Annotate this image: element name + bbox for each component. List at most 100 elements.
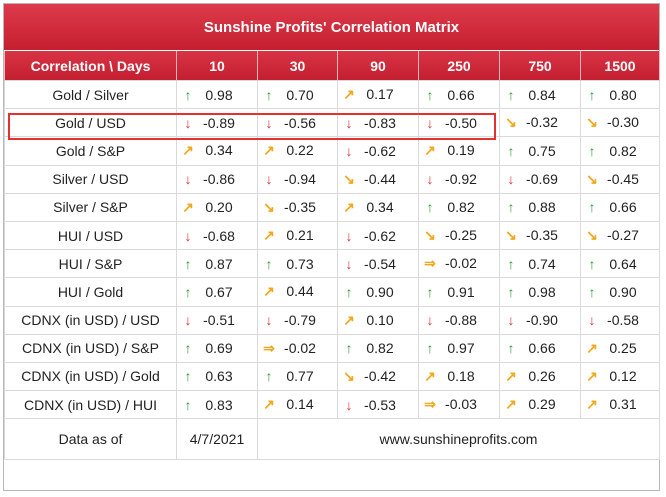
correlation-value: -0.32 [526,114,558,131]
correlation-value: -0.86 [203,171,235,188]
arrow-up-icon: ↑ [265,255,273,272]
correlation-value: 0.44 [286,283,314,300]
arrow-down-icon: ↓ [265,312,273,329]
correlation-value: -0.44 [364,170,396,187]
arrow-up-icon: ↑ [507,255,515,272]
arrow-up-right-icon: ↗ [586,396,598,413]
arrow-down-icon: ↓ [345,142,353,159]
arrow-down-icon: ↓ [426,114,434,131]
correlation-value: 0.70 [286,86,314,103]
correlation-value: -0.53 [364,396,396,413]
correlation-cell: ↓ -0.50 [418,108,500,138]
correlation-cell: ↑ 0.84 [499,79,581,110]
arrow-up-icon: ↑ [588,199,596,216]
correlation-cell: ↑ 0.87 [176,249,258,279]
arrow-up-icon: ↑ [265,86,273,103]
arrow-down-right-icon: ↘ [424,227,436,244]
correlation-value: -0.83 [364,114,396,131]
row-label: CDNX (in USD) / HUI [4,390,177,420]
correlation-value: 0.77 [286,368,314,385]
table-row: CDNX (in USD) / USD ↓ -0.51 ↓ -0.79 ↗ 0.10 ↓ -0.… [4,305,660,335]
correlation-cell: ↘ -0.35 [257,192,338,222]
correlation-value: -0.62 [364,142,396,159]
arrow-up-right-icon: ↗ [586,367,598,384]
correlation-value: 0.12 [609,367,637,384]
table-row: HUI / USD ↓ -0.68 ↗ 0.21 ↓ -0.62 ↘ -0.25 ↘ -0.35 ↘ -… [4,220,660,251]
correlation-cell: ↓ -0.56 [257,108,338,138]
correlation-cell: ↑ 0.75 [499,136,581,166]
correlation-cell: ↓ -0.89 [176,108,258,138]
arrow-up-right-icon: ↗ [505,367,517,384]
correlation-value: -0.42 [364,367,396,384]
correlation-cell: ↗ 0.29 [499,390,581,420]
correlation-cell: ↑ 0.90 [580,277,660,307]
arrow-up-icon: ↑ [184,255,192,272]
correlation-value: 0.82 [609,142,637,159]
correlation-cell: ↓ -0.79 [257,305,338,335]
correlation-value: -0.90 [526,312,558,329]
arrow-up-icon: ↑ [588,283,596,300]
correlation-cell: ↗ 0.34 [176,136,258,166]
correlation-value: -0.69 [526,171,558,188]
correlation-cell: ↘ -0.44 [337,164,419,194]
correlation-matrix: Sunshine Profits' Correlation Matrix Cor… [3,3,660,491]
arrow-up-icon: ↑ [184,368,192,385]
arrow-up-icon: ↑ [345,340,353,357]
arrow-up-right-icon: ↗ [263,396,275,413]
correlation-value: -0.92 [445,171,477,188]
row-label: Gold / USD [4,108,177,138]
table-row: Gold / Silver ↑ 0.98 ↑ 0.70 ↗ 0.17 ↑ 0.66 ↑ 0.84 ↑ 0… [4,79,660,110]
correlation-cell: ↑ 0.82 [337,333,419,363]
table-row: CDNX (in USD) / HUI ↑ 0.83 ↗ 0.14 ↓ -0.53 ⇒ -0.0… [4,390,660,420]
arrow-down-right-icon: ↘ [586,170,598,187]
correlation-value: 0.26 [528,367,556,384]
correlation-value: -0.79 [284,312,316,329]
correlation-value: 0.34 [366,198,394,215]
correlation-cell: ↓ -0.69 [499,164,581,194]
correlation-value: 0.64 [609,255,637,272]
correlation-value: 0.66 [447,86,475,103]
correlation-cell: ↑ 0.80 [580,79,660,110]
correlation-value: -0.58 [607,312,639,329]
correlation-value: 0.66 [609,199,637,216]
correlation-value: 0.21 [286,227,314,244]
row-label: CDNX (in USD) / USD [4,305,177,335]
header-750: 750 [499,51,581,81]
arrow-down-right-icon: ↘ [343,367,355,384]
correlation-cell: ⇒ -0.02 [257,333,338,363]
header-10: 10 [176,51,258,81]
correlation-cell: ↘ -0.30 [580,108,660,138]
correlation-value: 0.29 [528,396,556,413]
correlation-cell: ↑ 0.70 [257,79,338,110]
correlation-value: -0.02 [284,339,316,356]
correlation-value: 0.19 [447,142,475,159]
correlation-cell: ⇒ -0.03 [418,390,500,420]
correlation-cell: ↗ 0.31 [580,390,660,420]
header-correlation-days: Correlation \ Days [4,51,177,81]
arrow-up-right-icon: ↗ [263,142,275,159]
arrow-down-icon: ↓ [345,114,353,131]
correlation-cell: ↓ -0.86 [176,164,258,194]
arrow-up-right-icon: ↗ [343,311,355,328]
correlation-cell: ↘ -0.42 [337,361,419,392]
correlation-cell: ↓ -0.58 [580,305,660,335]
table-row: CDNX (in USD) / Gold ↑ 0.63 ↑ 0.77 ↘ -0.42 ↗ 0.1… [4,361,660,392]
arrow-up-right-icon: ↗ [182,198,194,215]
arrow-up-right-icon: ↗ [586,339,598,356]
arrow-up-icon: ↑ [426,199,434,216]
arrow-up-right-icon: ↗ [343,198,355,215]
correlation-value: 0.98 [528,283,556,300]
table-row: Silver / USD ↓ -0.86 ↓ -0.94 ↘ -0.44 ↓ -0.92 ↓ -0.… [4,164,660,194]
correlation-value: 0.87 [205,255,233,272]
arrow-right-icon: ⇒ [263,339,275,356]
correlation-cell: ↘ -0.25 [418,220,500,251]
arrow-down-icon: ↓ [184,114,192,131]
correlation-cell: ↓ -0.83 [337,108,419,138]
arrow-up-icon: ↑ [426,283,434,300]
header-1500: 1500 [580,51,660,81]
correlation-cell: ↗ 0.18 [418,361,500,392]
arrow-up-icon: ↑ [265,368,273,385]
arrow-down-icon: ↓ [265,171,273,188]
correlation-value: 0.90 [366,283,394,300]
arrow-up-icon: ↑ [507,142,515,159]
